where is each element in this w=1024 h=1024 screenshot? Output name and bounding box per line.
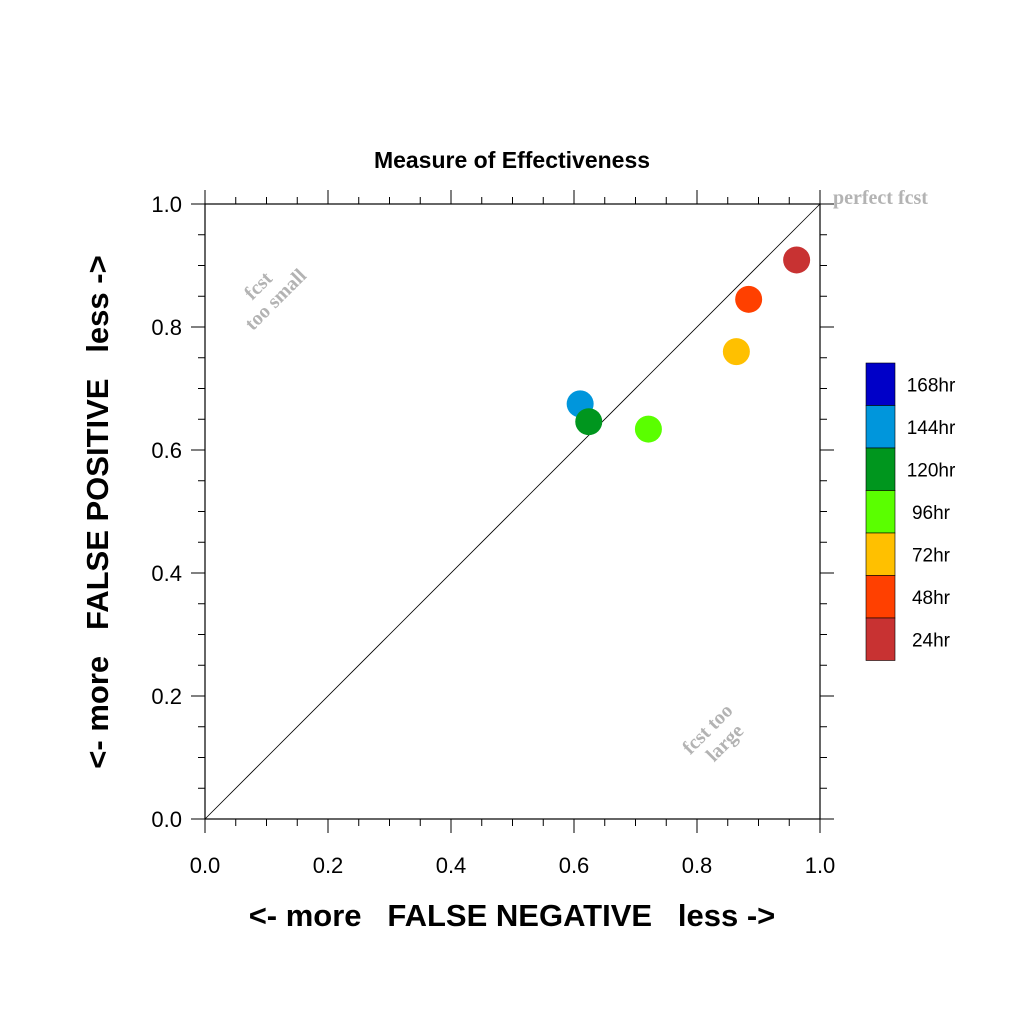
axis-ticks [191, 190, 834, 833]
y-tick-label: 0.8 [151, 315, 182, 340]
legend-label-24hr: 24hr [912, 630, 951, 651]
legend-swatch-72hr [865, 532, 896, 576]
y-tick-label: 0.0 [151, 807, 182, 832]
legend-swatch-24hr [865, 617, 896, 661]
x-tick-label: 1.0 [805, 853, 836, 878]
legend-label-144hr: 144hr [907, 418, 956, 439]
y-tick-label: 0.4 [151, 561, 182, 586]
legend: 168hr 144hr 120hr 96hr 72hr 48hr 24hr [865, 362, 956, 661]
data-point-72hr [722, 338, 750, 366]
tick-labels: 0.0 0.2 0.4 0.6 0.8 1.0 0.0 0.2 0.4 0.6 0.8 1.0 [151, 192, 835, 878]
x-tick-label: 0.4 [436, 853, 467, 878]
legend-swatch-96hr [865, 490, 896, 534]
legend-label-72hr: 72hr [912, 545, 951, 566]
x-tick-label: 0.0 [190, 853, 221, 878]
reference-diagonal [204, 203, 821, 820]
annotation-too-large: fcst too large [678, 696, 756, 774]
y-tick-label: 0.2 [151, 684, 182, 709]
x-tick-label: 0.8 [682, 853, 713, 878]
data-point-120hr [575, 408, 603, 436]
y-axis-label: <- more FALSE POSITIVE less -> [80, 255, 115, 768]
x-tick-label: 0.2 [313, 853, 344, 878]
legend-swatch-168hr [865, 362, 896, 406]
y-tick-label: 0.6 [151, 438, 182, 463]
annotation-perfect-fcst: perfect fcst [833, 187, 928, 209]
data-point-48hr [735, 285, 763, 313]
legend-swatch-144hr [865, 405, 896, 449]
legend-swatch-120hr [865, 447, 896, 491]
data-point-96hr [634, 415, 662, 443]
y-tick-label: 1.0 [151, 192, 182, 217]
data-points [566, 246, 811, 443]
annotation-too-small: fcst too small [225, 249, 311, 335]
legend-label-168hr: 168hr [907, 375, 956, 396]
x-tick-label: 0.6 [559, 853, 590, 878]
legend-label-120hr: 120hr [907, 460, 956, 481]
legend-label-96hr: 96hr [912, 503, 951, 524]
x-axis-label: <- more FALSE NEGATIVE less -> [249, 898, 776, 933]
chart-title: Measure of Effectiveness [374, 147, 650, 173]
legend-label-48hr: 48hr [912, 588, 951, 609]
legend-swatch-48hr [865, 575, 896, 619]
data-point-24hr [783, 246, 811, 274]
